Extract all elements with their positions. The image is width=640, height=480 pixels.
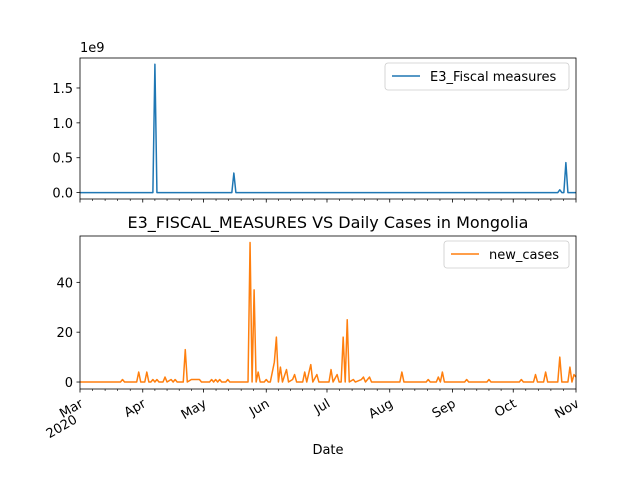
top-legend-label: E3_Fiscal measures (430, 70, 556, 85)
bottom-x-tick-label: Jun (246, 396, 272, 420)
bottom-legend: new_cases (443, 240, 570, 269)
top-y-tick-label: 0.5 (52, 152, 73, 167)
top-y-ticks: 0.0 0.5 1.0 1.5 (52, 82, 80, 202)
bottom-legend-label: new_cases (489, 248, 559, 263)
top-axes-frame (79, 57, 577, 200)
bottom-x-tick-label: May (179, 396, 210, 423)
top-x-ticks (79, 199, 577, 203)
bottom-x-tick-label: Sep (430, 396, 459, 421)
bottom-x-tick-label: Aug (366, 396, 395, 422)
top-y-tick-label: 1.0 (52, 117, 73, 132)
top-y-tick-label: 0.0 (52, 187, 73, 202)
top-y-tick-label: 1.5 (52, 82, 73, 97)
bottom-x-tick-label: Oct (492, 396, 519, 420)
bottom-x-axis-label: Date (312, 443, 343, 458)
bottom-x-tick-label: Nov (553, 396, 583, 422)
top-y-offset-label: 1e9 (80, 41, 105, 56)
series-line-e3-fiscal-measures (80, 63, 576, 194)
bottom-y-tick-label: 20 (56, 326, 73, 341)
bottom-chart-title: E3_FISCAL_MEASURES VS Daily Cases in Mon… (128, 213, 529, 233)
bottom-x-ticks (79, 389, 577, 393)
top-legend: E3_Fiscal measures (384, 62, 570, 91)
bottom-x-tick-label: Apr (122, 396, 150, 421)
series-line-new-cases (80, 241, 576, 383)
bottom-y-ticks: 0 20 40 (56, 276, 80, 391)
top-axes: 0.0 0.5 1.0 1.5 1e9 E3_Fiscal measures (52, 41, 577, 203)
bottom-x-tick-label: Jul (311, 396, 333, 417)
bottom-axes-frame (79, 235, 577, 390)
bottom-y-tick-label: 40 (56, 276, 73, 291)
bottom-axes: E3_FISCAL_MEASURES VS Daily Cases in Mon… (44, 213, 582, 458)
bottom-y-tick-label: 0 (65, 376, 73, 391)
